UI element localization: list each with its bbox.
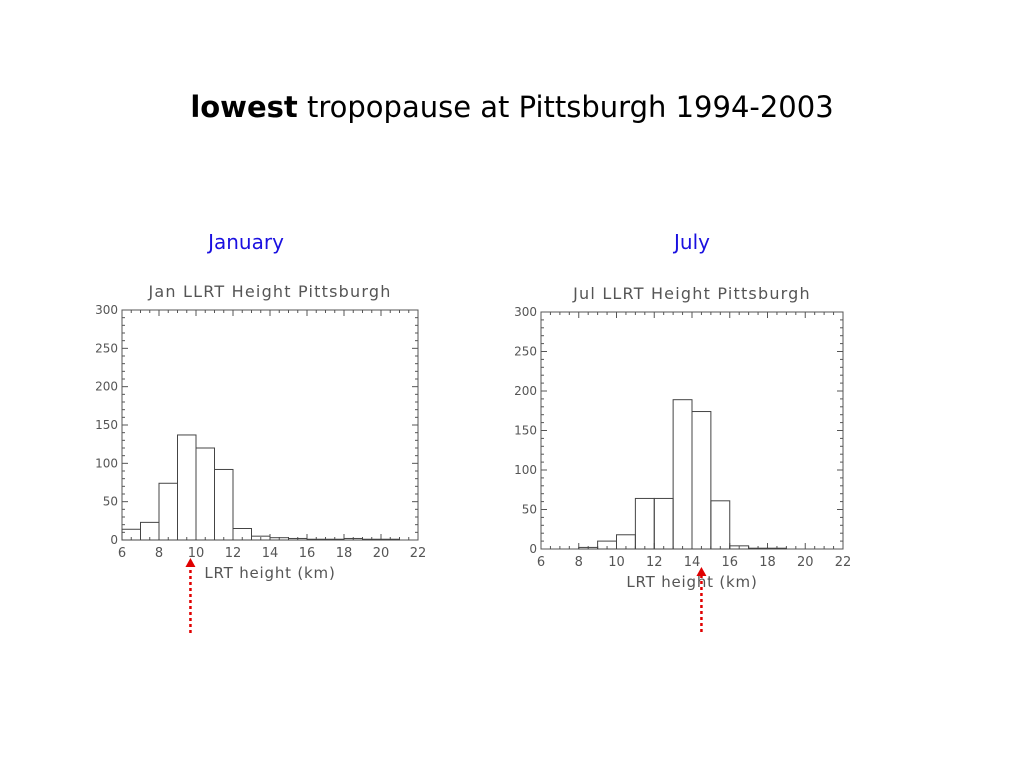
x-tick-label: 6	[537, 555, 545, 570]
x-tick-label: 22	[835, 555, 852, 570]
y-tick-label: 250	[95, 341, 118, 355]
panel-label-july: July	[674, 230, 710, 254]
y-tick-label: 50	[103, 495, 118, 509]
y-tick-label: 300	[95, 303, 118, 317]
y-tick-label: 150	[95, 418, 118, 432]
x-tick-label: 14	[262, 546, 279, 561]
marker-arrow-head	[696, 567, 707, 576]
x-tick-label: 14	[684, 555, 701, 570]
y-tick-label: 250	[514, 345, 537, 359]
histogram-bar	[767, 547, 787, 550]
x-tick-label: 8	[575, 555, 583, 570]
x-tick-label: 22	[410, 546, 427, 561]
histogram-bar	[710, 500, 731, 550]
histogram-bar	[362, 538, 382, 541]
histogram-bar	[729, 545, 750, 550]
january-histogram: Jan LLRT Height Pittsburgh 0 50 100 150 200 25…	[95, 282, 427, 633]
histogram-bar	[158, 482, 178, 541]
chart-title: Jan LLRT Height Pittsburgh	[147, 282, 391, 301]
x-tick-label: 10	[188, 546, 205, 561]
x-tick-label: 20	[373, 546, 390, 561]
x-tick-label: 20	[797, 555, 814, 570]
histogram-bar	[672, 399, 693, 550]
plot-frame	[121, 309, 419, 541]
x-axis-label: LRT height (km)	[626, 573, 757, 591]
x-tick-label: 16	[299, 546, 316, 561]
histogram-bar	[195, 447, 215, 541]
histogram-bar	[232, 528, 252, 541]
histogram-bar	[691, 411, 712, 550]
marker-arrow-head	[185, 558, 196, 567]
x-tick-label: 12	[646, 555, 663, 570]
x-tick-label: 8	[155, 546, 163, 561]
slide-title: lowest tropopause at Pittsburgh 1994-200…	[0, 90, 1024, 124]
chart-title: Jul LLRT Height Pittsburgh	[572, 284, 811, 303]
histogram-bar	[634, 497, 655, 550]
panel-label-january: January	[208, 230, 284, 254]
histogram-bar	[214, 468, 234, 541]
y-tick-label: 200	[514, 384, 537, 398]
histogram-bar	[177, 434, 197, 541]
y-tick-label: 0	[110, 533, 118, 547]
x-tick-label: 18	[336, 546, 353, 561]
x-tick-label: 18	[759, 555, 776, 570]
histogram-bar	[306, 538, 326, 541]
y-tick-label: 150	[514, 424, 537, 438]
y-tick-label: 100	[95, 456, 118, 470]
y-tick-label: 50	[522, 503, 537, 517]
y-tick-label: 0	[529, 542, 537, 556]
y-tick-label: 100	[514, 463, 537, 477]
x-tick-label: 16	[721, 555, 738, 570]
histogram-bar	[380, 538, 400, 541]
histogram-bar	[653, 497, 674, 550]
y-tick-label: 300	[514, 305, 537, 319]
slide-title-rest: tropopause at Pittsburgh 1994-2003	[297, 90, 834, 124]
y-tick-label: 200	[95, 380, 118, 394]
x-tick-label: 10	[608, 555, 625, 570]
histogram-bar	[748, 547, 768, 550]
slide-title-bold: lowest	[190, 90, 298, 124]
x-tick-label: 6	[118, 546, 126, 561]
x-axis-label: LRT height (km)	[204, 564, 335, 582]
july-histogram: Jul LLRT Height Pittsburgh 0 50 100 150 200 25…	[514, 284, 852, 632]
histogram-bar	[325, 538, 345, 541]
x-tick-label: 12	[225, 546, 242, 561]
